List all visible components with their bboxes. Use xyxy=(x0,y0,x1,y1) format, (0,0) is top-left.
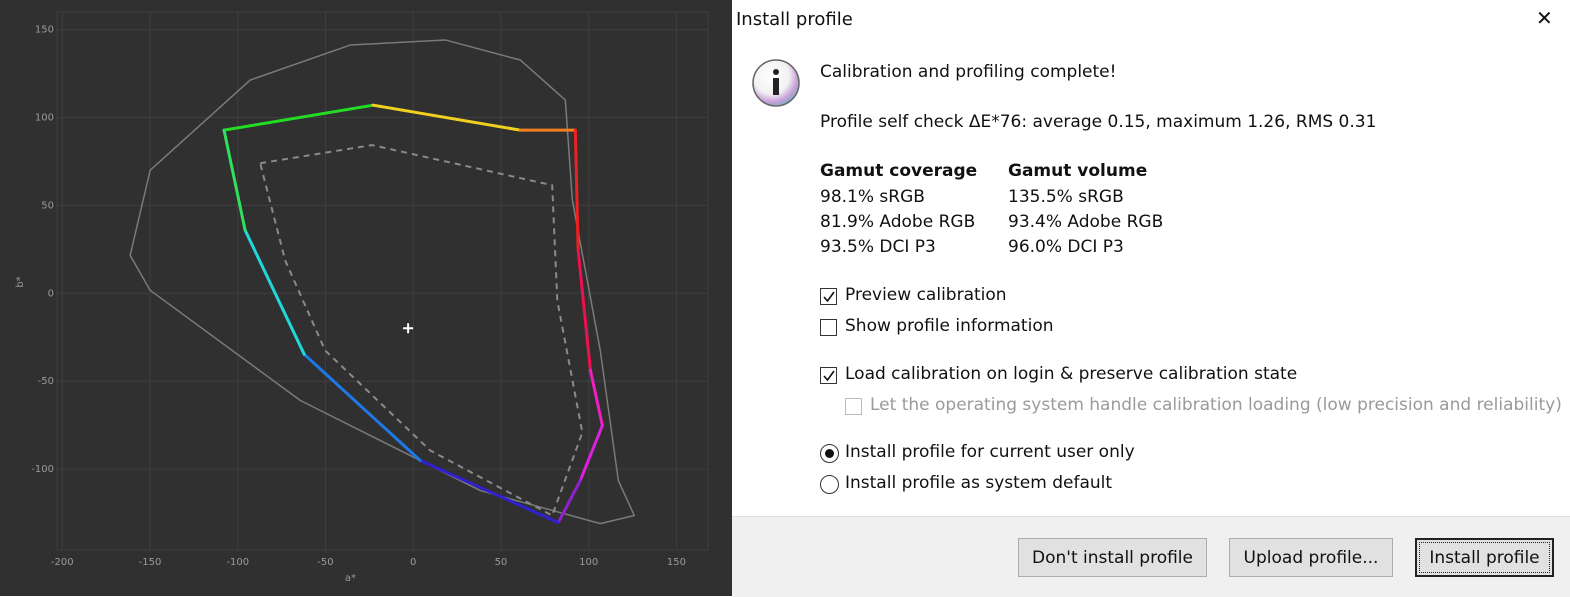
white-point xyxy=(403,323,414,334)
y-tick-label: -100 xyxy=(31,464,54,475)
gamut-segment xyxy=(371,103,522,132)
chart: -200 -150 -100 -50 0 50 100 150 -100 -50 0 50 100 150… xyxy=(0,0,732,596)
x-tick-label: 50 xyxy=(495,557,508,568)
upload-button[interactable]: Upload profile... xyxy=(1229,538,1393,577)
dont-install-button[interactable]: Don't install profile xyxy=(1018,538,1207,577)
coverage-line: 81.9% Adobe RGB xyxy=(820,212,976,232)
close-button[interactable]: ✕ xyxy=(1536,6,1553,30)
coverage-line: 93.5% DCI P3 xyxy=(820,237,936,257)
x-tick-label: -50 xyxy=(317,557,333,568)
volume-line: 96.0% DCI P3 xyxy=(1008,237,1124,257)
gamut-segment xyxy=(588,368,604,428)
x-axis-label: a* xyxy=(345,573,356,584)
plot-frame xyxy=(56,11,709,551)
volume-line: 93.4% Adobe RGB xyxy=(1008,212,1164,232)
checkbox xyxy=(845,398,862,415)
reference-gamut xyxy=(259,144,584,517)
radio-button[interactable] xyxy=(820,475,839,494)
y-tick-label: 0 xyxy=(48,288,54,299)
check-mark xyxy=(823,370,835,382)
checkbox-label: Let the operating system handle calibrat… xyxy=(870,395,1562,415)
x-tick-label: 100 xyxy=(579,557,598,568)
dialog-title: Install profile xyxy=(736,9,853,30)
checkbox-label: Show profile information xyxy=(845,316,1054,336)
coverage-line: 98.1% sRGB xyxy=(820,187,925,207)
checkbox[interactable] xyxy=(820,367,837,384)
x-tick-label: 0 xyxy=(410,557,416,568)
x-tick-label: -150 xyxy=(139,557,162,568)
radio-label: Install profile for current user only xyxy=(845,442,1135,462)
y-tick-label: 150 xyxy=(35,25,54,36)
y-tick-label: -50 xyxy=(38,376,54,387)
spectral-locus xyxy=(129,39,636,525)
y-axis-label: b* xyxy=(15,276,26,287)
install-button[interactable]: Install profile xyxy=(1415,538,1554,577)
gamut-segment xyxy=(576,248,592,372)
checkbox[interactable] xyxy=(820,288,837,305)
heading: Calibration and profiling complete! xyxy=(820,62,1117,82)
x-tick-label: -200 xyxy=(51,557,74,568)
gamut-segment xyxy=(578,424,604,483)
gamut-segment xyxy=(418,459,560,525)
gamut-segment xyxy=(556,479,582,525)
button-bar: Don't install profile Upload profile... … xyxy=(732,516,1570,597)
info-icon xyxy=(752,59,800,107)
y-tick-label: 100 xyxy=(35,112,54,123)
x-tick-label: 150 xyxy=(667,557,686,568)
volume-line: 135.5% sRGB xyxy=(1008,187,1124,207)
radio-label: Install profile as system default xyxy=(845,473,1113,493)
gamut-segment xyxy=(302,352,422,463)
gamut-segment xyxy=(573,128,580,252)
y-tick-label: 50 xyxy=(41,200,54,211)
check-mark xyxy=(823,291,835,303)
gamut-segment xyxy=(243,228,306,356)
checkbox[interactable] xyxy=(820,319,837,336)
radio-button[interactable] xyxy=(820,444,839,463)
coverage-heading: Gamut coverage xyxy=(820,161,978,181)
chart-background xyxy=(0,0,732,596)
checkbox-label: Preview calibration xyxy=(845,285,1007,305)
gamut-segment xyxy=(222,103,375,132)
checkbox-label: Load calibration on login & preserve cal… xyxy=(845,364,1298,384)
radio-dot xyxy=(825,449,834,458)
gamut-segment xyxy=(222,128,247,232)
volume-heading: Gamut volume xyxy=(1008,161,1148,181)
self-check: Profile self check ΔE*76: average 0.15, … xyxy=(820,112,1377,132)
x-tick-label: -100 xyxy=(226,557,249,568)
dialog: Install profile ✕ Calibration and profil… xyxy=(732,0,1570,597)
